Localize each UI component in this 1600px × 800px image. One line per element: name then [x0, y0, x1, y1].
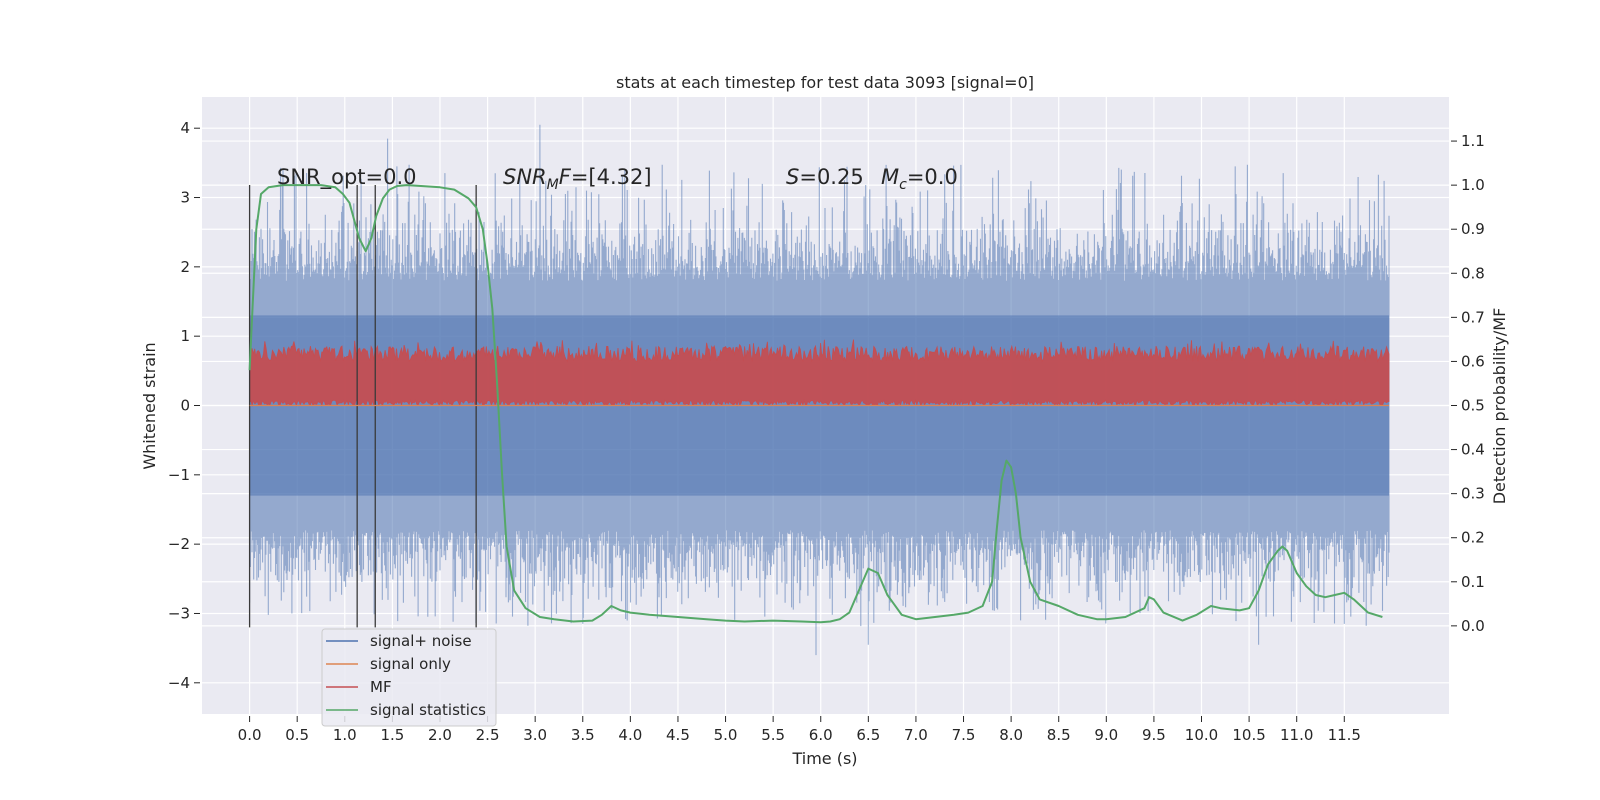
x-tick-label: 6.0 — [809, 726, 833, 744]
annotation-s: S=0.25 — [786, 165, 864, 189]
y-axis-label: Whitened strain — [140, 342, 159, 469]
tick-labels: 0.0 0.5 1.0 1.5 2.0 2.5 3.0 3.5 4.0 4.5 5.0 5.5 6.0 6… — [168, 119, 1485, 744]
x-tick-label: 11.5 — [1328, 726, 1361, 744]
x-tick-label: 5.5 — [761, 726, 785, 744]
y-tick-label: 0 — [180, 397, 190, 415]
y-tick-label: 1 — [180, 327, 190, 345]
y2-tick-label: 0.5 — [1461, 397, 1485, 415]
x-tick-label: 10.0 — [1185, 726, 1218, 744]
snr-mf-italic: SNR — [503, 165, 547, 189]
series-signal-statistics — [248, 184, 1383, 624]
s-italic: S — [786, 165, 799, 189]
annotation-mc: Mc=0.0 — [881, 165, 958, 193]
y2-tick-label: 0.4 — [1461, 441, 1485, 459]
x-tick-label: 1.0 — [333, 726, 357, 744]
x-tick-label: 1.5 — [380, 726, 404, 744]
mc-sub: c — [899, 177, 907, 193]
mc-italic: M — [881, 165, 899, 189]
annotation-snr-opt: SNR_opt=0.0 — [277, 165, 417, 190]
legend-label-signal-statistics: signal statistics — [370, 701, 486, 719]
y2-tick-label: 0.2 — [1461, 529, 1485, 547]
vertical-lines — [248, 185, 477, 628]
y-tick-label: 4 — [180, 119, 190, 137]
x-tick-label: 8.5 — [1047, 726, 1071, 744]
legend: signal+ noise signal only MF signal stat… — [321, 628, 497, 727]
x-tick-label: 4.0 — [618, 726, 642, 744]
y-tick-label: 2 — [180, 258, 190, 276]
x-axis-label: Time (s) — [791, 749, 857, 768]
legend-box — [321, 628, 497, 727]
x-tick-label: 11.0 — [1280, 726, 1313, 744]
chart-title: stats at each timestep for test data 309… — [616, 73, 1034, 92]
y2-tick-label: 1.1 — [1461, 132, 1485, 150]
y2-tick-label: 0.9 — [1461, 220, 1485, 238]
plot-layers — [248, 124, 1390, 656]
x-tick-label: 2.5 — [476, 726, 500, 744]
x-tick-label: 4.5 — [666, 726, 690, 744]
annotation-snr-mf: SNRMF=[4.32] — [503, 165, 652, 193]
x-tick-label: 10.5 — [1232, 726, 1265, 744]
y-tick-label: −2 — [168, 535, 190, 553]
mc-value: =0.0 — [907, 165, 958, 189]
y2-tick-label: 0.7 — [1461, 308, 1485, 326]
x-tick-label: 8.0 — [999, 726, 1023, 744]
y2-tick-label: 0.1 — [1461, 573, 1485, 591]
y2-tick-label: 0.8 — [1461, 264, 1485, 282]
y2-tick-label: 0.0 — [1461, 617, 1485, 635]
x-tick-label: 7.5 — [952, 726, 976, 744]
x-tick-label: 5.0 — [714, 726, 738, 744]
y-tick-label: −4 — [168, 674, 190, 692]
snr-mf-sub: M — [547, 177, 559, 193]
statistics-layer — [248, 184, 1383, 624]
legend-label-mf: MF — [370, 678, 392, 696]
y-tick-label: 3 — [180, 189, 190, 207]
snr-mf-value: =[4.32] — [571, 165, 652, 189]
y2-tick-label: 1.0 — [1461, 176, 1485, 194]
x-tick-label: 9.5 — [1142, 726, 1166, 744]
legend-label-signal-noise: signal+ noise — [370, 632, 472, 650]
y-tick-label: −1 — [168, 466, 190, 484]
y2-tick-label: 0.3 — [1461, 485, 1485, 503]
x-tick-label: 0.0 — [238, 726, 262, 744]
y2-tick-label: 0.6 — [1461, 352, 1485, 370]
snr-mf-italic2: F — [559, 165, 572, 189]
x-tick-label: 9.0 — [1094, 726, 1118, 744]
legend-label-signal-only: signal only — [370, 655, 451, 673]
x-tick-label: 6.5 — [856, 726, 880, 744]
y-tick-label: −3 — [168, 604, 190, 622]
x-tick-label: 7.0 — [904, 726, 928, 744]
x-tick-label: 3.0 — [523, 726, 547, 744]
x-tick-label: 0.5 — [285, 726, 309, 744]
s-value: =0.25 — [799, 165, 863, 189]
x-tick-label: 3.5 — [571, 726, 595, 744]
x-tick-label: 2.0 — [428, 726, 452, 744]
y2-axis-label: Detection probability/MF — [1490, 308, 1509, 505]
